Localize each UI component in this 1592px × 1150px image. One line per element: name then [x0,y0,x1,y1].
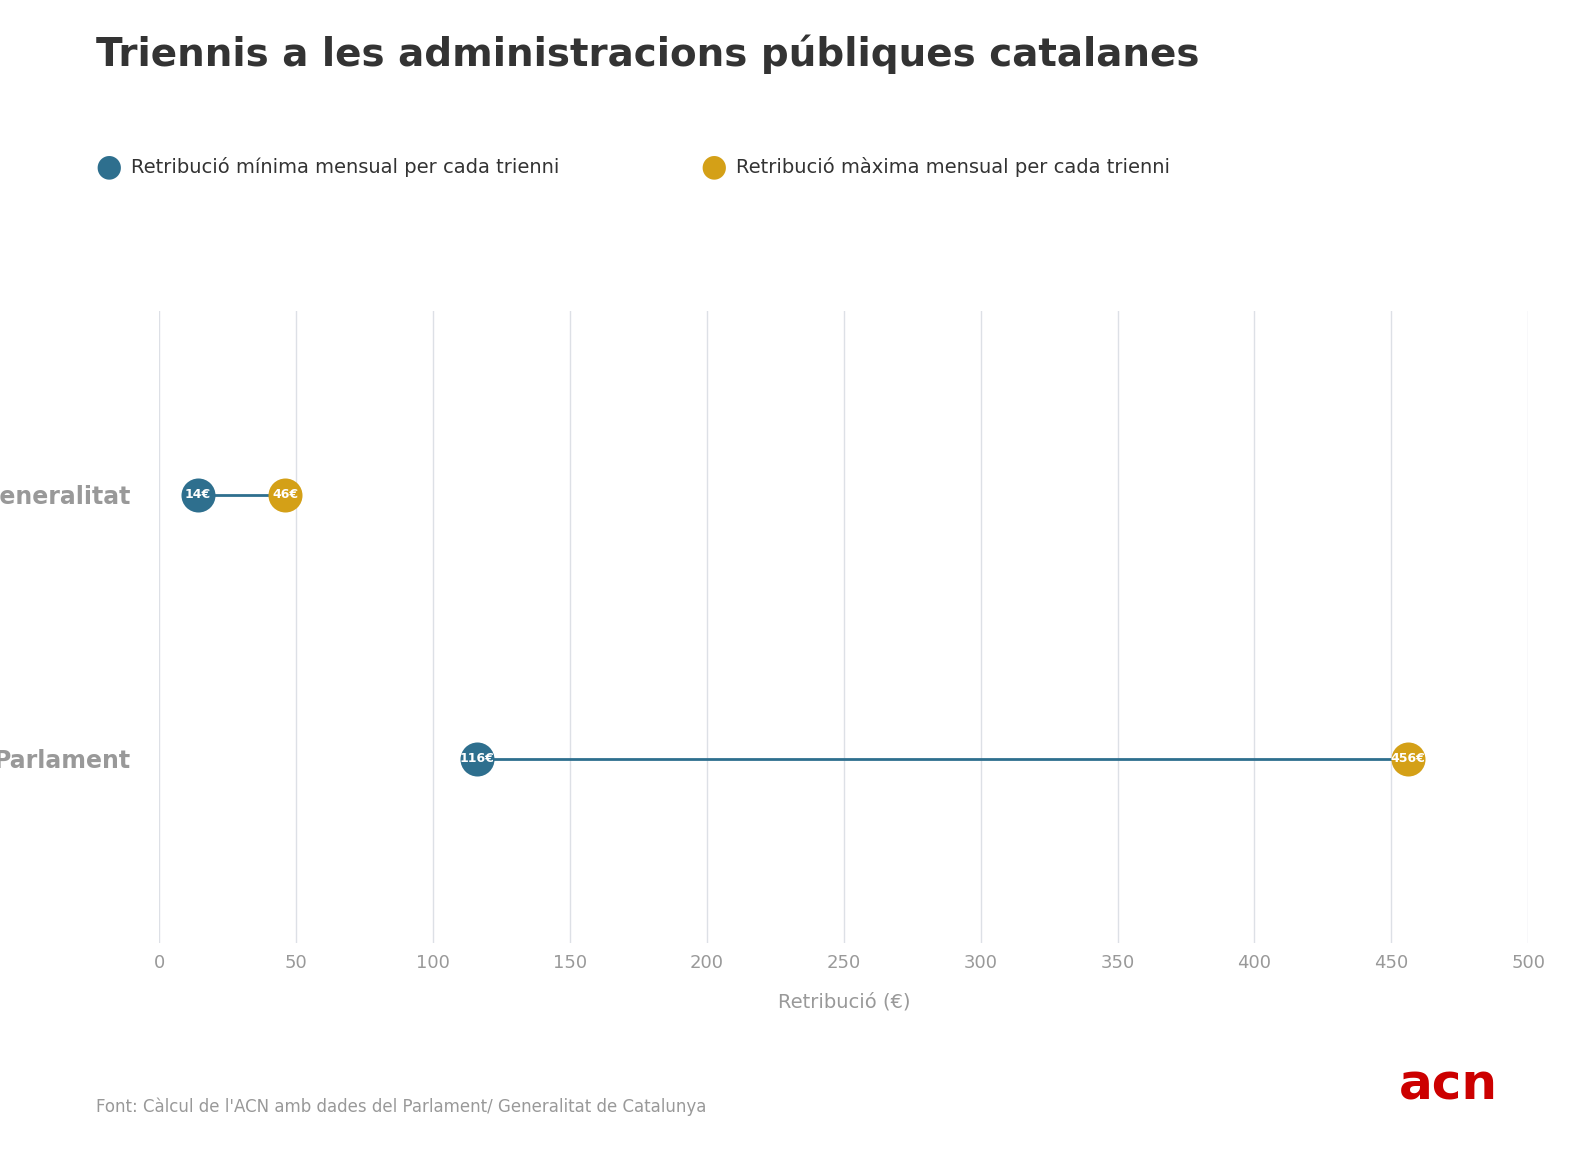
Point [465,750,490,768]
Text: Retribució mínima mensual per cada trienni: Retribució mínima mensual per cada trien… [131,156,559,177]
Text: ●: ● [96,152,123,182]
Text: Font: Càlcul de l'ACN amb dades del Parlament/ Generalitat de Catalunya: Font: Càlcul de l'ACN amb dades del Parl… [96,1097,705,1116]
X-axis label: Retribució (€): Retribució (€) [777,992,911,1012]
Text: 456€: 456€ [1390,752,1425,765]
Text: 46€: 46€ [272,489,298,501]
Point [1395,750,1420,768]
Text: 116€: 116€ [460,752,494,765]
Point [185,485,210,504]
Text: Retribució màxima mensual per cada trienni: Retribució màxima mensual per cada trien… [736,156,1170,177]
Point [272,485,298,504]
Text: ●: ● [700,152,728,182]
Text: Triennis a les administracions públiques catalanes: Triennis a les administracions públiques… [96,34,1199,74]
Text: acn: acn [1399,1061,1498,1110]
Text: 14€: 14€ [185,489,210,501]
